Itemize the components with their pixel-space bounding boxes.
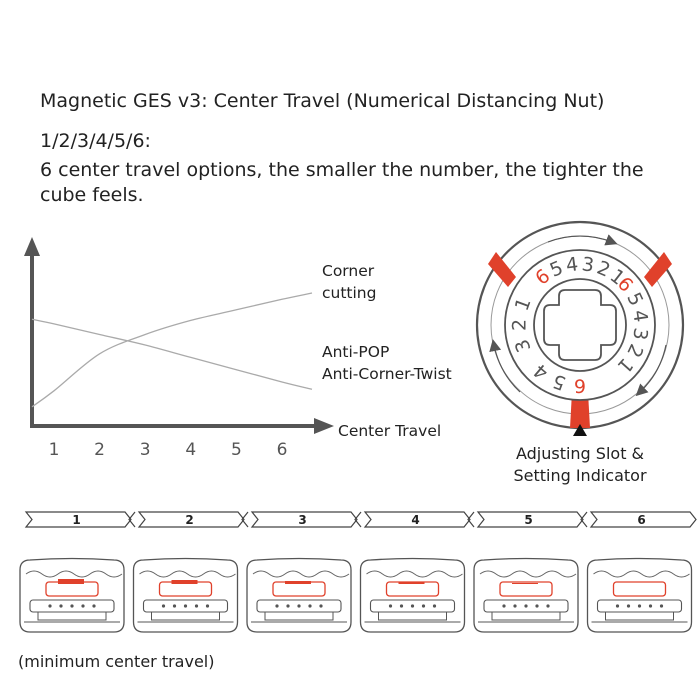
x-tick-label: 3 [140, 440, 151, 460]
adjusting-slot-top-left [488, 252, 516, 287]
options-heading: 1/2/3/4/5/6: [40, 130, 151, 152]
nut-illustration-2 [132, 557, 239, 633]
caption: (minimum center travel) [18, 652, 215, 671]
page-title: Magnetic GES v3: Center Travel (Numerica… [40, 90, 605, 112]
x-tick-label: 4 [185, 440, 196, 460]
x-tick-label: 2 [94, 440, 105, 460]
position-segment-3: 3 [241, 511, 358, 528]
rotation-arrow-right [635, 344, 667, 397]
indicator-label-1: Adjusting Slot & [516, 444, 644, 463]
position-segment-1: 1 [24, 511, 132, 528]
x-tick-label: 5 [231, 440, 242, 460]
series-line-anti-pop [31, 318, 313, 390]
series-line-corner-cutting [31, 292, 313, 408]
setting-indicator-arrow [573, 424, 587, 436]
x-axis-arrowhead [314, 418, 334, 434]
position-bar: 1 2 3 4 5 6 [24, 511, 697, 528]
position-label: 2 [185, 513, 193, 527]
nut-illustration-5 [473, 557, 579, 633]
x-tick-label: 6 [277, 440, 288, 460]
position-label: 3 [298, 513, 306, 527]
adjusting-slot-top-right [644, 252, 672, 287]
y-axis-arrowhead [24, 237, 40, 256]
adjusting-slot-bottom [570, 392, 590, 428]
dial-number: 3 [581, 253, 596, 276]
cross-socket [543, 289, 617, 361]
series-label-antipop-2: Anti-Corner-Twist [322, 365, 452, 383]
nut-illustration-6 [586, 557, 693, 633]
nut-illustration-3 [246, 557, 352, 633]
rotation-arrow-left [489, 339, 521, 393]
position-label: 1 [72, 513, 80, 527]
position-segment-6: 6 [580, 511, 697, 528]
dial-number: 2 [509, 319, 531, 331]
series-label-corner-2: cutting [322, 284, 376, 302]
dial-number: 4 [628, 309, 652, 324]
description: 6 center travel options, the smaller the… [40, 159, 644, 207]
x-tick-label: 1 [49, 440, 60, 460]
position-segment-4: 4 [354, 511, 471, 528]
dial-number: 3 [628, 326, 652, 341]
x-axis-label: Center Travel [338, 422, 441, 440]
dial-number: 4 [565, 253, 580, 276]
position-segment-2: 2 [128, 511, 245, 528]
chart: Center Travel 1 2 3 4 5 6 Corner cutting Anti… [24, 237, 452, 460]
series-label-antipop-1: Anti-POP [322, 343, 389, 361]
nut-illustrations [19, 557, 693, 633]
position-segment-5: 5 [467, 511, 584, 528]
position-label: 4 [411, 513, 419, 527]
indicator-label-2: Setting Indicator [513, 466, 647, 485]
position-label: 5 [524, 513, 532, 527]
nut-illustration-1 [19, 557, 125, 633]
dial-number: 6 [574, 375, 586, 397]
position-label: 6 [637, 513, 645, 527]
series-label-corner-1: Corner [322, 262, 375, 280]
rotation-arrow-top [547, 234, 618, 246]
nut-illustration-4 [359, 557, 466, 633]
